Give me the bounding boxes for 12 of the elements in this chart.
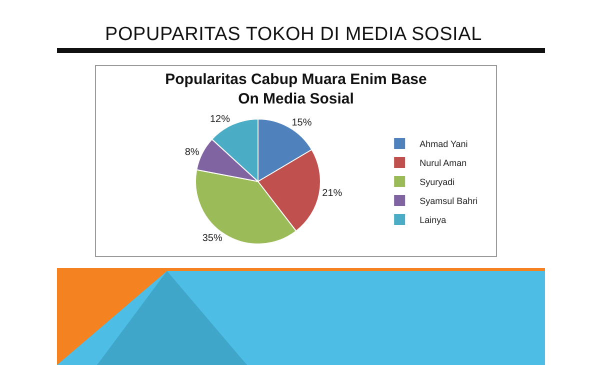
data-label: 35%: [202, 233, 222, 244]
legend-label: Syuryadi: [420, 177, 455, 188]
legend-label: Lainya: [420, 215, 446, 226]
legend-label: Ahmad Yani: [420, 139, 468, 150]
data-label: 12%: [210, 114, 230, 126]
legend-label: Nurul Aman: [420, 158, 467, 168]
chart-title: POPUPARITAS TOKOH DI MEDIA SOSIAL: [105, 24, 482, 46]
data-label: 8%: [184, 146, 200, 158]
legend-label: Syamsul Bahri: [420, 196, 478, 206]
chart-subtitle: Popularitas Cabup Muara Enim Base On Media Sosial: [165, 71, 427, 108]
data-label: 15%: [292, 118, 312, 129]
data-label: 21%: [322, 188, 342, 199]
